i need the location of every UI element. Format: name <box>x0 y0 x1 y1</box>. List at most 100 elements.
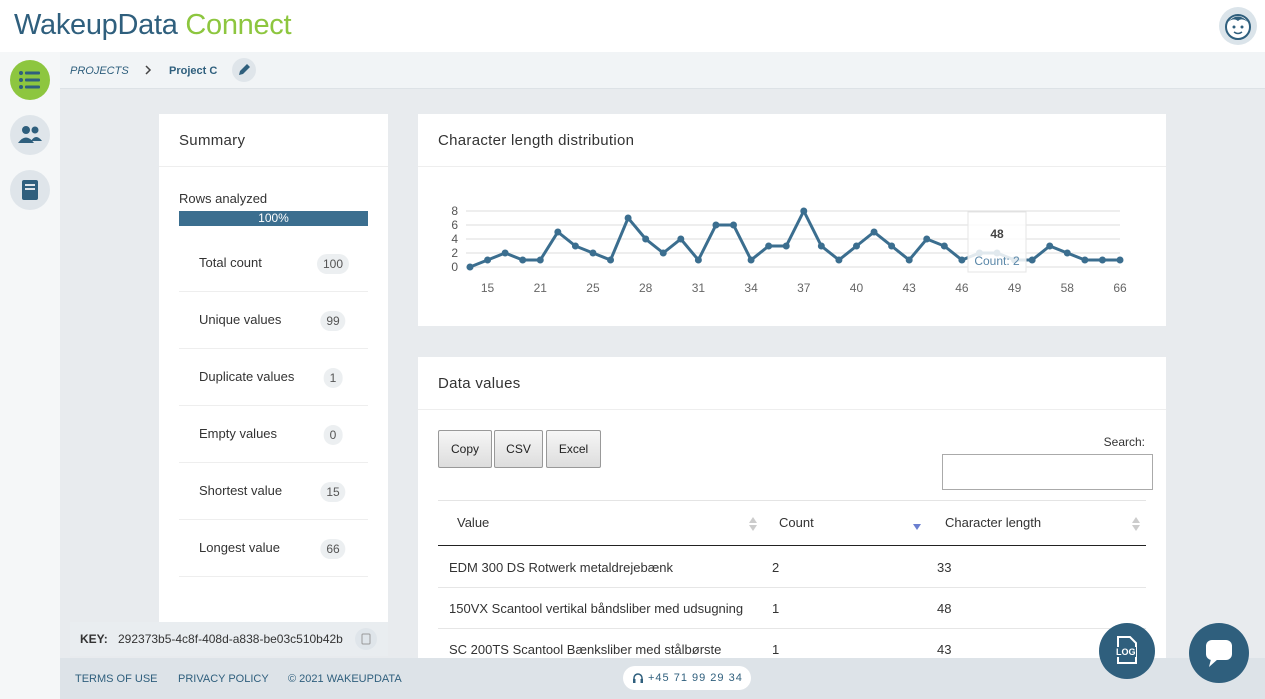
sort-arrow <box>749 525 757 531</box>
phone-number: +45 71 99 29 34 <box>648 672 743 684</box>
sort-icon[interactable] <box>912 516 922 532</box>
table-cell: 1 <box>772 601 780 616</box>
column-header[interactable]: Value <box>457 515 490 530</box>
search-label: Search: <box>1103 435 1145 449</box>
point <box>624 214 632 222</box>
copyright: © 2021 WAKEUPDATA <box>288 673 402 685</box>
x-tick-label: 25 <box>586 281 600 295</box>
logo-main: WakeupData <box>14 9 178 41</box>
summary-card: Summary Rows analyzed 100% Total count 10… <box>159 114 388 622</box>
copy-key-button[interactable] <box>354 627 378 651</box>
table-cell: 1 <box>772 642 780 657</box>
x-tick-label: 66 <box>1113 281 1127 295</box>
x-tick-label: 15 <box>481 281 495 295</box>
footer-link[interactable]: TERMS OF USE <box>75 673 158 685</box>
point <box>1116 256 1124 264</box>
search-input[interactable] <box>942 454 1153 490</box>
y-tick-label: 4 <box>451 232 458 246</box>
tooltip-title: 48 <box>990 227 1004 241</box>
x-tick-label: 34 <box>744 281 758 295</box>
sort-arrow <box>749 517 757 523</box>
column-header[interactable]: Character length <box>945 515 1042 530</box>
point <box>923 235 931 243</box>
logo[interactable]: WakeupData Connect <box>14 9 292 42</box>
point <box>484 256 492 264</box>
export-button[interactable]: Excel <box>546 430 601 468</box>
sort-icon[interactable] <box>748 516 758 532</box>
sort-icon[interactable] <box>1131 516 1141 532</box>
summary-item-label: Empty values <box>199 426 278 441</box>
point <box>519 256 527 264</box>
point <box>888 242 896 250</box>
key-value: 292373b5-4c8f-408d-a838-be03c510b42b <box>118 632 343 646</box>
point <box>1046 242 1054 250</box>
x-tick-label: 58 <box>1061 281 1075 295</box>
divider <box>418 166 1166 167</box>
headset-icon <box>633 673 643 683</box>
sort-arrow <box>1132 525 1140 531</box>
key-bar: KEY: 292373b5-4c8f-408d-a838-be03c510b42… <box>70 622 388 656</box>
point <box>852 242 860 250</box>
table-cell: 33 <box>937 560 952 575</box>
y-tick-label: 2 <box>451 246 458 260</box>
summary-item-label: Total count <box>199 255 262 270</box>
nav-users[interactable] <box>10 115 50 155</box>
point <box>466 263 474 271</box>
point <box>501 249 509 257</box>
point <box>835 256 843 264</box>
edit-button[interactable] <box>232 58 256 82</box>
table-cell: 43 <box>937 642 952 657</box>
point <box>1028 256 1036 264</box>
nav-docs[interactable] <box>10 170 50 210</box>
x-tick-label: 28 <box>639 281 653 295</box>
x-tick-label: 43 <box>903 281 917 295</box>
row-border <box>438 587 1146 588</box>
point <box>589 249 597 257</box>
summary-item-label: Longest value <box>199 540 280 555</box>
x-tick-label: 49 <box>1008 281 1022 295</box>
point <box>1063 249 1071 257</box>
rows-analyzed-label: Rows analyzed <box>179 191 268 206</box>
y-tick-label: 0 <box>451 260 458 274</box>
point <box>1098 256 1106 264</box>
point <box>712 221 720 229</box>
chat-button[interactable] <box>1189 623 1249 683</box>
export-button[interactable]: CSV <box>494 430 543 468</box>
phone-pill[interactable]: +45 71 99 29 34 <box>623 666 751 690</box>
sidebar <box>0 52 60 699</box>
point <box>571 242 579 250</box>
point <box>730 221 738 229</box>
point <box>765 242 773 250</box>
point <box>870 228 878 236</box>
export-button[interactable]: Copy <box>438 430 492 468</box>
point <box>958 256 966 264</box>
data-values-card: Data values Search: <box>418 357 1166 658</box>
point <box>747 256 755 264</box>
log-button[interactable]: LOG <box>1099 623 1155 679</box>
footer: TERMS OF USE PRIVACY POLICY © 2021 WAKEU… <box>60 658 1265 699</box>
divider <box>179 462 368 463</box>
divider <box>179 519 368 520</box>
nav-projects[interactable] <box>10 60 50 100</box>
point <box>554 228 562 236</box>
point <box>607 256 615 264</box>
sort-arrow <box>913 524 921 530</box>
breadcrumb-root[interactable]: PROJECTS <box>70 65 129 77</box>
avatar[interactable] <box>1218 6 1258 46</box>
table-top-border <box>438 500 1146 501</box>
tooltip <box>967 211 1027 273</box>
table-cell: 2 <box>772 560 780 575</box>
point <box>800 207 808 215</box>
summary-item-value: 1 <box>323 368 343 388</box>
point <box>940 242 948 250</box>
x-tick-label: 40 <box>850 281 864 295</box>
footer-link[interactable]: PRIVACY POLICY <box>178 673 269 685</box>
chart-card: Character length distribution 0 2 4 6 8 15 21 2… <box>418 114 1166 326</box>
table-cell: 48 <box>937 601 952 616</box>
divider <box>418 409 1166 410</box>
column-header[interactable]: Count <box>779 515 814 530</box>
point <box>677 235 685 243</box>
point <box>905 256 913 264</box>
